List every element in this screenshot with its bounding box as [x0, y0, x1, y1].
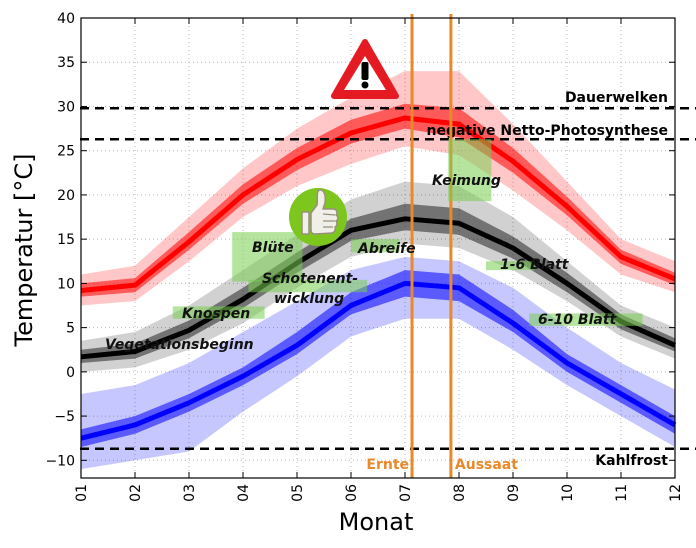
y-tick-label: 0: [66, 365, 75, 381]
stage-label: 6-10 Blatt: [538, 312, 618, 328]
y-tick-label: 20: [57, 188, 75, 204]
stage-label: Schotenent-wicklung: [262, 271, 358, 307]
x-tick-label: 08: [452, 484, 468, 502]
x-axis-label: Monat: [339, 508, 414, 536]
y-axis-label: Temperatur [°C]: [10, 154, 38, 348]
series-0-line: [80, 115, 676, 293]
threshold-label: negative Netto-Photosynthese: [426, 123, 668, 139]
y-tick-label: −5: [54, 409, 75, 425]
chart-texts: Monat Temperatur [°C]: [10, 154, 413, 536]
series-1-outer-band: [81, 181, 675, 372]
series-2-line: [80, 280, 677, 441]
stage-label-line: Vegetationsbeginn: [105, 337, 254, 353]
x-tick-label: 02: [128, 484, 144, 502]
stage-label: Blüte: [252, 240, 294, 256]
x-tick-label: 04: [236, 484, 252, 502]
stage-label: Knospen: [182, 306, 250, 322]
stage-label: 1-6 Blatt: [500, 257, 570, 273]
x-tick-label: 11: [614, 484, 630, 502]
stage-box: [529, 313, 643, 326]
stage-label-line: Knospen: [182, 306, 250, 322]
series-1-line: [80, 216, 677, 360]
stage-label-line: Schotenent-: [262, 271, 358, 287]
y-tick-label: 10: [57, 276, 75, 292]
plot-border: [80, 17, 676, 479]
stage-label-line: wicklung: [274, 291, 344, 307]
y-tick-label: 35: [57, 55, 75, 71]
stage-box: [448, 139, 492, 202]
x-tick-label: 06: [344, 484, 360, 502]
x-tick-label: 03: [182, 484, 198, 502]
threshold-lines: Dauerwelken negative Netto-Photosynthese K…: [80, 90, 696, 469]
harvest-sowing-lines: Ernte Aussaat: [366, 14, 518, 478]
stage-label-line: 1-6 Blatt: [500, 257, 570, 273]
x-tick-label: 09: [506, 484, 522, 502]
temperature-lines: [80, 115, 677, 441]
stage-box: [232, 232, 303, 282]
stage-box: [351, 239, 400, 253]
plot-frame: [80, 17, 676, 479]
stage-label: Keimung: [432, 173, 501, 189]
stage-label: Abreife: [357, 241, 416, 257]
thumbs-up-icon: [289, 188, 347, 246]
vertical-line-label: Aussaat: [455, 457, 518, 473]
x-tick-label: 12: [668, 484, 684, 502]
y-tick-label: −10: [45, 453, 75, 469]
y-tick-label: 5: [66, 321, 75, 337]
y-tick-label: 30: [57, 99, 75, 115]
threshold-label: Dauerwelken: [565, 90, 668, 106]
series-2-outer-band: [81, 256, 675, 470]
growth-stage-boxes: Vegetationsbeginn Knospen Blüte Schotenent-…: [105, 139, 643, 353]
series-2-inner-band: [81, 270, 675, 448]
x-tick-label: 07: [398, 484, 414, 502]
y-tick-label: 40: [57, 11, 75, 27]
stage-box: [486, 261, 535, 271]
y-tick-label: 25: [57, 144, 75, 160]
warning-triangle-icon: [331, 39, 399, 99]
x-tick-label: 10: [560, 484, 576, 502]
stage-box: [248, 279, 368, 293]
stage-box: [172, 306, 265, 319]
stage-label-line: 6-10 Blatt: [538, 312, 618, 328]
stage-label: Vegetationsbeginn: [105, 337, 254, 353]
x-tick-label: 05: [290, 484, 306, 502]
y-tick-label: 15: [57, 232, 75, 248]
stage-label-line: Abreife: [357, 241, 416, 257]
stage-label-line: Keimung: [432, 173, 501, 189]
stage-label-line: Blüte: [252, 240, 294, 256]
x-tick-label: 01: [74, 484, 90, 502]
threshold-label: Kahlfrost: [595, 453, 668, 469]
vertical-line-label: Ernte: [366, 457, 409, 473]
